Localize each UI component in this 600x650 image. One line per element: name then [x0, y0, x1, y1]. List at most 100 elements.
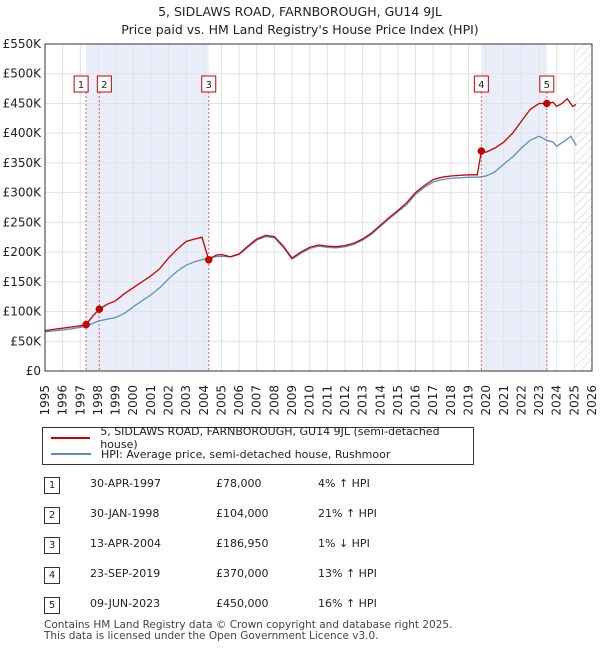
- sale-row: 1 30-APR-1997 £78,000 4% ↑ HPI: [40, 474, 440, 494]
- x-tick-label: 2012: [338, 385, 352, 416]
- sale-number-badge: 4: [44, 567, 60, 584]
- sale-hpi-change: 1% ↓ HPI: [318, 537, 370, 550]
- x-tick-label: 2007: [250, 385, 264, 416]
- sale-number-badge: 1: [44, 477, 60, 494]
- x-tick-label: 2014: [373, 385, 387, 416]
- x-tick-label: 2011: [320, 385, 334, 416]
- y-tick-label: £100K: [3, 305, 43, 319]
- sale-number-badge: 3: [44, 537, 60, 554]
- x-tick-label: 2004: [197, 385, 211, 416]
- series-line: [44, 97, 577, 332]
- legend-property-label: 5, SIDLAWS ROAD, FARNBOROUGH, GU14 9JL (…: [100, 425, 440, 451]
- sale-price: £104,000: [216, 507, 269, 520]
- x-tick-label: 2000: [126, 385, 140, 416]
- footer-copyright: Contains HM Land Registry data © Crown c…: [44, 619, 453, 631]
- x-tick-label: 2005: [214, 385, 228, 416]
- sale-label: 1: [78, 80, 84, 91]
- sale-price: £450,000: [216, 597, 269, 610]
- x-tick-label: 2026: [585, 385, 599, 416]
- chart-subtitle: Price paid vs. HM Land Registry's House …: [121, 22, 478, 37]
- x-tick-label: 2010: [303, 385, 317, 416]
- ownership-period-shade: [86, 44, 209, 371]
- sale-point: [82, 320, 90, 329]
- x-tick-label: 2003: [179, 385, 193, 416]
- sale-hpi-change: 21% ↑ HPI: [318, 507, 377, 520]
- x-tick-label: 2021: [497, 385, 511, 416]
- series-line: [44, 135, 577, 333]
- sale-date: 30-JAN-1998: [90, 507, 160, 520]
- y-tick-label: £350K: [3, 156, 43, 170]
- y-tick-label: £0: [26, 364, 41, 378]
- x-tick-label: 2022: [514, 385, 528, 416]
- ownership-period-shade: [481, 44, 547, 371]
- sale-date: 09-JUN-2023: [90, 597, 161, 610]
- sale-hpi-change: 16% ↑ HPI: [318, 597, 377, 610]
- y-tick-label: £300K: [3, 186, 43, 200]
- x-tick-label: 2009: [285, 385, 299, 416]
- sale-label: 2: [101, 80, 107, 91]
- sale-point: [95, 305, 104, 313]
- sale-number-badge: 2: [44, 507, 60, 524]
- x-tick-label: 2008: [267, 385, 281, 416]
- footer-attribution: Contains HM Land Registry data © Crown c…: [44, 620, 452, 642]
- x-tick-label: 1996: [56, 385, 70, 416]
- x-tick-label: 2013: [356, 385, 370, 416]
- x-tick-label: 2001: [144, 385, 158, 416]
- sale-label: 5: [544, 80, 550, 91]
- sale-label-box: [73, 75, 89, 93]
- sale-label-box: [201, 75, 217, 93]
- x-tick-label: 2019: [461, 385, 475, 416]
- x-tick-label: 2017: [426, 385, 440, 416]
- y-tick-label: £50K: [10, 334, 42, 348]
- sale-hpi-change: 4% ↑ HPI: [318, 477, 370, 490]
- sale-label-box: [473, 75, 489, 93]
- future-hatch: [574, 44, 592, 371]
- sale-price: £186,950: [216, 537, 269, 550]
- y-tick-label: £500K: [3, 67, 43, 81]
- sale-point: [204, 256, 213, 264]
- sale-label-box: [539, 75, 555, 93]
- sale-row: 5 09-JUN-2023 £450,000 16% ↑ HPI: [40, 594, 440, 614]
- sale-date: 13-APR-2004: [90, 537, 162, 550]
- sale-label-box: [96, 75, 112, 93]
- x-tick-label: 1999: [109, 385, 123, 416]
- x-tick-label: 2015: [391, 385, 405, 416]
- y-tick-label: £450K: [3, 96, 43, 110]
- y-tick-label: £400K: [3, 126, 43, 140]
- sale-price: £78,000: [216, 477, 262, 490]
- sale-date: 23-SEP-2019: [90, 567, 161, 580]
- footer-licence: This data is licensed under the Open Gov…: [44, 630, 379, 642]
- sale-point: [543, 99, 551, 108]
- sale-number-badge: 5: [44, 597, 60, 614]
- x-tick-label: 2023: [532, 385, 546, 416]
- legend-property-swatch: [51, 437, 91, 439]
- x-tick-label: 2002: [162, 385, 176, 416]
- x-tick-label: 2018: [444, 385, 458, 416]
- sale-date: 30-APR-1997: [90, 477, 162, 490]
- y-tick-label: £250K: [3, 215, 43, 229]
- x-tick-label: 2020: [479, 385, 493, 416]
- x-tick-label: 1998: [91, 385, 105, 416]
- x-tick-label: 1997: [73, 385, 87, 416]
- chart-title: 5, SIDLAWS ROAD, FARNBOROUGH, GU14 9JL: [158, 4, 442, 19]
- y-tick-label: £200K: [3, 245, 43, 259]
- x-tick-label: 2006: [232, 385, 246, 416]
- x-tick-label: 2024: [550, 385, 564, 416]
- legend-hpi-swatch: [51, 453, 91, 455]
- x-tick-label: 1995: [38, 385, 52, 416]
- sale-price: £370,000: [216, 567, 269, 580]
- sale-label: 3: [206, 80, 212, 91]
- plot-border: [44, 43, 593, 372]
- sale-label: 4: [478, 80, 484, 91]
- sale-point: [477, 147, 486, 155]
- price-chart: 5, SIDLAWS ROAD, FARNBOROUGH, GU14 9JL P…: [3, 4, 599, 416]
- y-tick-label: £150K: [3, 275, 43, 289]
- x-tick-label: 2016: [409, 385, 423, 416]
- sale-hpi-change: 13% ↑ HPI: [318, 567, 377, 580]
- x-tick-label: 2025: [567, 385, 581, 416]
- sale-row: 4 23-SEP-2019 £370,000 13% ↑ HPI: [40, 564, 440, 584]
- sale-row: 2 30-JAN-1998 £104,000 21% ↑ HPI: [40, 504, 440, 524]
- chart-legend: 5, SIDLAWS ROAD, FARNBOROUGH, GU14 9JL (…: [42, 425, 474, 465]
- y-tick-label: £550K: [3, 37, 43, 51]
- legend-hpi-label: HPI: Average price, semi-detached house,…: [101, 447, 391, 461]
